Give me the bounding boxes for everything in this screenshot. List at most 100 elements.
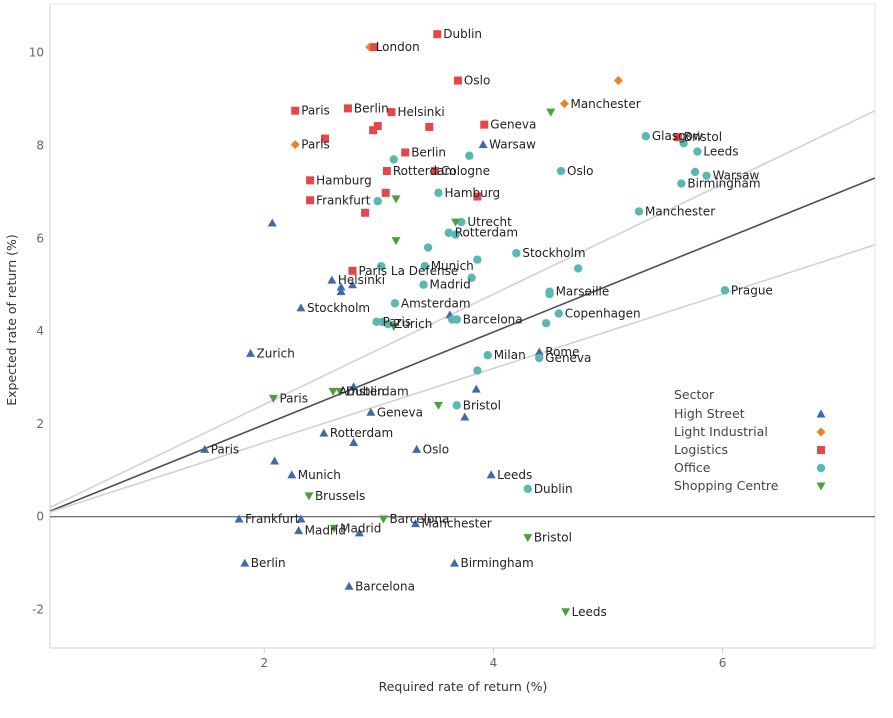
point-label: Barcelona [389, 512, 449, 526]
point-label: Brussels [315, 489, 365, 503]
point-high-street [234, 514, 244, 523]
point-label: Frankfurt [316, 193, 371, 207]
point-logistics [369, 126, 378, 135]
point-office [423, 243, 433, 252]
point-label: Copenhagen [565, 306, 641, 320]
point-high-street [411, 519, 421, 528]
point-high-street [348, 280, 357, 289]
point-label: Bristol [684, 130, 722, 144]
point-shopping-centre [329, 524, 339, 533]
legend-marker [816, 482, 826, 491]
legend-marker [816, 463, 826, 473]
point-light-industrial [290, 140, 300, 150]
point-office [473, 255, 482, 264]
point-shopping-centre [335, 387, 345, 396]
point-label: Paris [383, 315, 412, 329]
point-office [535, 353, 544, 363]
y-tick-label: 6 [36, 231, 44, 245]
point-label: Zurich [394, 317, 432, 331]
point-office [556, 166, 566, 176]
point-logistics [361, 208, 370, 217]
point-label: Dublin [443, 27, 482, 41]
point-office [554, 309, 563, 318]
point-office [383, 319, 393, 329]
point-label: Helsinki [397, 105, 444, 119]
point-label: Bristol [463, 398, 501, 412]
point-office [444, 228, 453, 237]
point-high-street [296, 514, 306, 523]
point-shopping-centre [391, 195, 401, 204]
point-shopping-centre [389, 322, 399, 331]
legend-label: Light Industrial [674, 424, 768, 439]
point-label: Stockholm [522, 246, 585, 260]
point-light-industrial [613, 76, 623, 86]
point-high-street [336, 282, 346, 291]
point-label: Glasgow [652, 129, 703, 143]
point-label: Prague [731, 283, 773, 297]
point-logistics [431, 167, 439, 176]
point-high-street [336, 287, 346, 296]
point-office [473, 366, 482, 375]
legend-marker [816, 409, 826, 418]
point-office [390, 299, 400, 308]
point-office [389, 155, 398, 164]
point-logistics [381, 188, 390, 197]
point-label: Barcelona [355, 579, 415, 593]
y-tick-label: 0 [36, 510, 44, 524]
point-label: Marseille [556, 285, 610, 299]
y-tick-label: 8 [36, 139, 44, 153]
point-label: Paris [211, 442, 240, 456]
data-points [200, 30, 730, 617]
point-label: Amsterdam [339, 384, 409, 398]
point-logistics [306, 176, 315, 185]
y-axis-title: Expected rate of return (%) [4, 234, 19, 406]
point-office [483, 351, 492, 360]
point-office [693, 147, 702, 156]
point-office [679, 138, 688, 148]
x-tick-label: 6 [719, 656, 727, 670]
legend-title: Sector [674, 387, 715, 402]
point-office [434, 188, 443, 198]
point-office [451, 230, 460, 239]
point-label: Dublin [534, 482, 573, 496]
point-label: Berlin [251, 556, 286, 570]
point-label: Rotterdam [393, 164, 456, 178]
point-label: Munich [298, 468, 341, 482]
point-label: Manchester [422, 517, 492, 531]
point-high-street [366, 407, 376, 416]
point-label: Leeds [497, 468, 532, 482]
x-tick-label: 2 [260, 656, 268, 670]
point-high-street [270, 456, 280, 465]
point-high-street [287, 470, 297, 479]
point-logistics [425, 122, 434, 131]
point-label: Rotterdam [455, 226, 518, 240]
point-logistics [387, 108, 396, 117]
point-label: Madrid [430, 278, 471, 292]
axes: 2 4 6 -2 0 2 4 6 8 10 [29, 3, 876, 670]
point-label: Oslo [423, 442, 449, 456]
point-label: Amsterdam [401, 296, 471, 310]
point-office [523, 484, 533, 494]
point-high-street [478, 140, 488, 149]
point-high-street [349, 437, 359, 446]
point-logistics [373, 122, 382, 131]
point-high-street [267, 218, 277, 227]
point-label: Paris [301, 104, 330, 118]
point-label: Madrid [305, 524, 346, 538]
point-office [512, 248, 521, 258]
point-high-street [240, 558, 250, 567]
legend-marker [817, 446, 825, 454]
point-label: London [376, 40, 420, 54]
point-office [720, 286, 730, 295]
point-high-street [460, 412, 470, 421]
point-office [420, 261, 429, 271]
point-label: Dublin [346, 384, 385, 398]
point-label: Frankfurt [245, 512, 300, 526]
legend-marker [816, 427, 826, 437]
point-label: Oslo [567, 164, 593, 178]
point-logistics [306, 196, 315, 205]
point-label: Munich [431, 259, 474, 273]
reference-line-light [49, 109, 876, 509]
point-office [452, 401, 461, 410]
legend: Sector High Street Light Industrial Logist… [674, 387, 826, 493]
